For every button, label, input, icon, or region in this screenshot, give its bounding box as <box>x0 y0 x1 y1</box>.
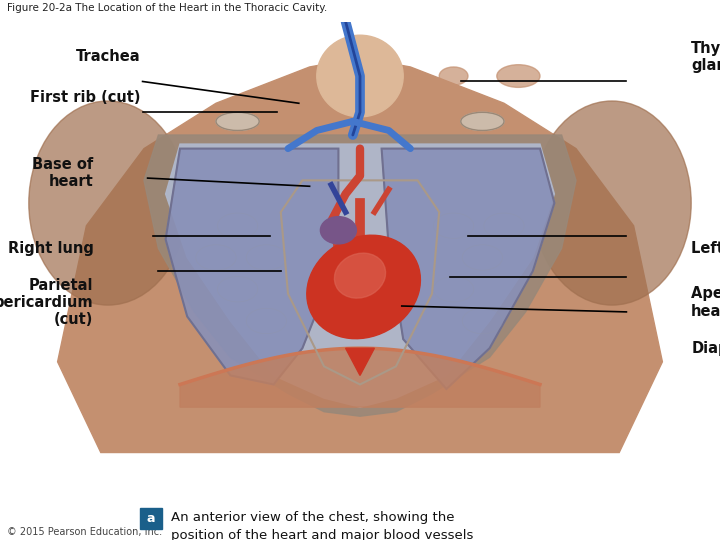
Text: An anterior view of the chest, showing the
position of the heart and major blood: An anterior view of the chest, showing t… <box>171 511 473 540</box>
Ellipse shape <box>334 253 386 298</box>
Ellipse shape <box>320 217 356 244</box>
Text: First rib (cut): First rib (cut) <box>30 90 140 105</box>
Ellipse shape <box>216 112 259 131</box>
Ellipse shape <box>533 101 691 305</box>
Polygon shape <box>180 348 540 407</box>
Text: a: a <box>147 512 156 525</box>
Polygon shape <box>58 58 662 453</box>
Ellipse shape <box>29 101 187 305</box>
Ellipse shape <box>439 67 468 85</box>
Text: Left lung: Left lung <box>691 241 720 256</box>
Text: Diaphragm: Diaphragm <box>691 341 720 356</box>
Polygon shape <box>382 148 554 389</box>
Text: Right lung: Right lung <box>8 241 94 256</box>
Ellipse shape <box>461 112 504 131</box>
Text: Apex of
heart: Apex of heart <box>691 286 720 319</box>
Polygon shape <box>166 148 338 384</box>
Polygon shape <box>346 348 374 375</box>
Ellipse shape <box>307 235 420 339</box>
Text: Trachea: Trachea <box>76 49 140 64</box>
Text: Figure 20-2a The Location of the Heart in the Thoracic Cavity.: Figure 20-2a The Location of the Heart i… <box>7 3 328 13</box>
Text: © 2015 Pearson Education, Inc.: © 2015 Pearson Education, Inc. <box>7 527 162 537</box>
Text: Thyroid
gland: Thyroid gland <box>691 40 720 73</box>
Ellipse shape <box>317 35 403 117</box>
Text: Base of
heart: Base of heart <box>32 157 94 189</box>
Polygon shape <box>144 135 576 416</box>
Polygon shape <box>166 144 554 407</box>
Ellipse shape <box>497 65 540 87</box>
Text: Parietal
pericardium
(cut): Parietal pericardium (cut) <box>0 278 94 327</box>
